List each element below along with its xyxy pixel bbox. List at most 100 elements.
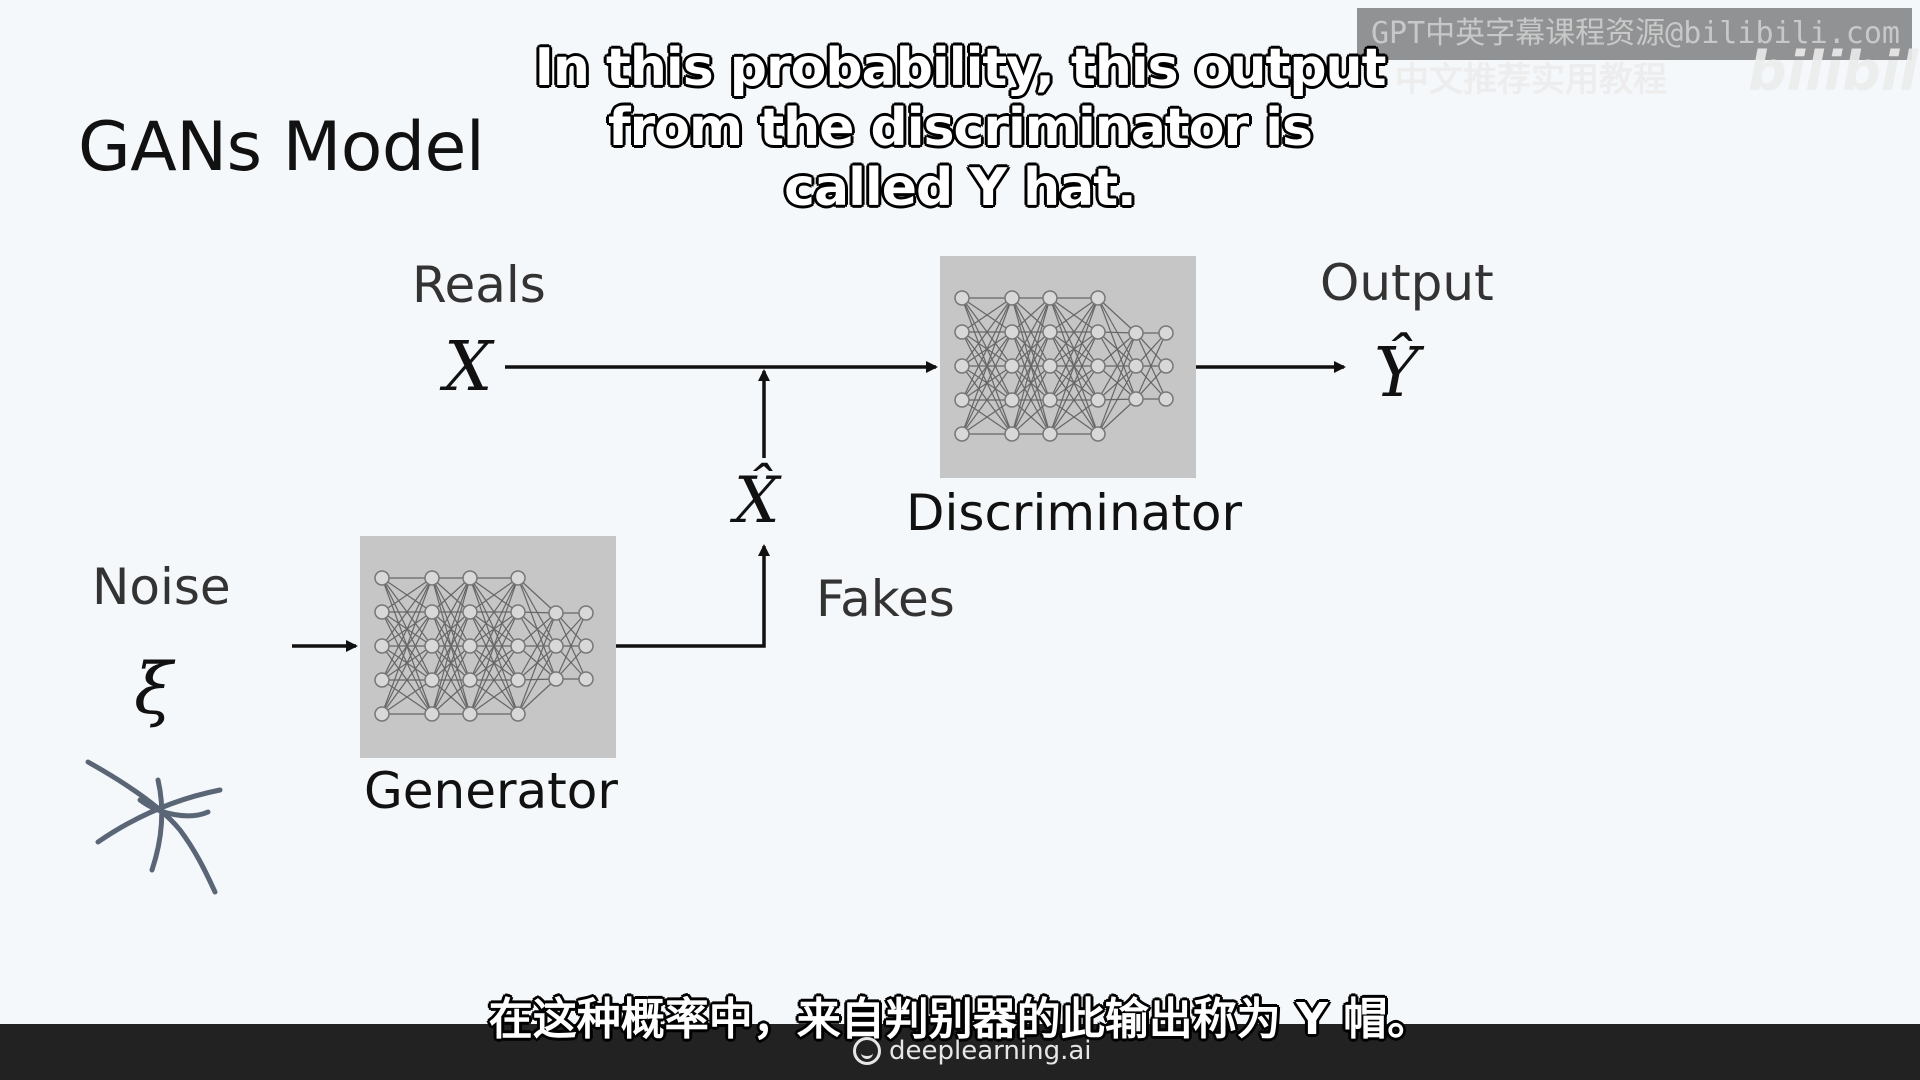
network-edge (517, 678, 557, 715)
network-edge (1097, 365, 1137, 435)
network-edge (381, 577, 433, 681)
network-edge (469, 577, 519, 715)
network-edge (1011, 297, 1051, 333)
network-node (1042, 290, 1058, 306)
slide-title: GANs Model (78, 108, 485, 187)
network-node (424, 672, 440, 688)
network-node (1158, 325, 1174, 341)
network-node (1128, 325, 1144, 341)
network-node (1090, 290, 1106, 306)
x-symbol: X (444, 328, 493, 407)
network-edge (431, 577, 471, 715)
watermark-secondary: 中文推荐实用教程 (1395, 60, 1667, 100)
network-edge (1011, 365, 1051, 435)
discriminator-network-image (940, 256, 1196, 478)
generator-output-arrow (616, 544, 770, 648)
network-edge (381, 611, 433, 715)
brand-text: deeplearning.ai (889, 1036, 1092, 1066)
network-edge (431, 679, 471, 715)
network-edge (431, 577, 471, 613)
bilibili-logo: bilibili (1748, 40, 1920, 103)
network-node (1158, 391, 1174, 407)
watermark-banner: GPT中英字幕课程资源@bilibili.com (1357, 8, 1912, 60)
fakes-label: Fakes (816, 570, 955, 628)
network-edge (961, 331, 1013, 435)
network-edge (381, 645, 433, 715)
network-node (954, 324, 970, 340)
network-edge (961, 297, 1013, 333)
network-node (1090, 392, 1106, 408)
generator-network-graph (374, 570, 594, 722)
network-edge (381, 577, 433, 715)
xi-symbol: ξ (134, 648, 173, 730)
network-node (1090, 324, 1106, 340)
footer-bar (0, 1024, 1920, 1080)
network-node (1004, 392, 1020, 408)
network-edge (1049, 297, 1099, 435)
network-edge (1097, 332, 1137, 367)
network-node (578, 638, 594, 654)
network-node (510, 570, 526, 586)
network-node (1042, 358, 1058, 374)
network-node (374, 570, 390, 586)
network-edge (1049, 331, 1099, 435)
network-node (424, 604, 440, 620)
network-edge (469, 645, 519, 715)
reals-label: Reals (412, 256, 546, 314)
network-node (510, 604, 526, 620)
network-node (374, 638, 390, 654)
noise-label: Noise (92, 558, 231, 616)
network-edge (961, 365, 1013, 435)
network-edge (1011, 297, 1051, 367)
network-edge (469, 611, 519, 715)
network-node (374, 706, 390, 722)
network-edge (517, 577, 557, 614)
network-node (548, 605, 564, 621)
x-hat-symbol: X̂ (734, 464, 780, 538)
network-node (1090, 358, 1106, 374)
network-node (954, 392, 970, 408)
network-node (424, 570, 440, 586)
network-node (954, 426, 970, 442)
network-edge (1011, 399, 1051, 435)
network-node (1042, 324, 1058, 340)
network-node (462, 638, 478, 654)
network-edge (381, 679, 433, 715)
network-node (578, 671, 594, 687)
network-edge (1011, 297, 1051, 435)
network-edge (1097, 332, 1137, 401)
network-edge (1049, 297, 1099, 367)
network-edge (431, 577, 471, 647)
network-edge (431, 577, 471, 681)
network-node (1004, 426, 1020, 442)
network-edge (1049, 297, 1099, 401)
network-node (1004, 324, 1020, 340)
network-edge (517, 645, 557, 715)
output-label: Output (1320, 254, 1494, 312)
network-node (510, 706, 526, 722)
deeplearning-logo-icon (853, 1037, 881, 1065)
network-edge (517, 612, 557, 681)
network-edge (431, 611, 471, 715)
network-node (510, 638, 526, 654)
network-node (1128, 358, 1144, 374)
network-edge (1011, 331, 1051, 435)
network-edge (469, 577, 519, 613)
network-edge (517, 612, 557, 715)
network-node (548, 671, 564, 687)
network-edge (1049, 399, 1099, 435)
y-hat-symbol: Ŷ (1374, 334, 1419, 413)
network-node (374, 672, 390, 688)
network-node (1004, 290, 1020, 306)
network-node (1158, 358, 1174, 374)
network-edge (961, 297, 1013, 435)
network-edge (1097, 332, 1137, 435)
network-edge (469, 577, 519, 681)
network-node (1128, 391, 1144, 407)
network-edge (469, 679, 519, 715)
network-node (510, 672, 526, 688)
network-node (462, 570, 478, 586)
english-subtitle: In this probability, this output from th… (534, 38, 1387, 218)
network-node (424, 638, 440, 654)
